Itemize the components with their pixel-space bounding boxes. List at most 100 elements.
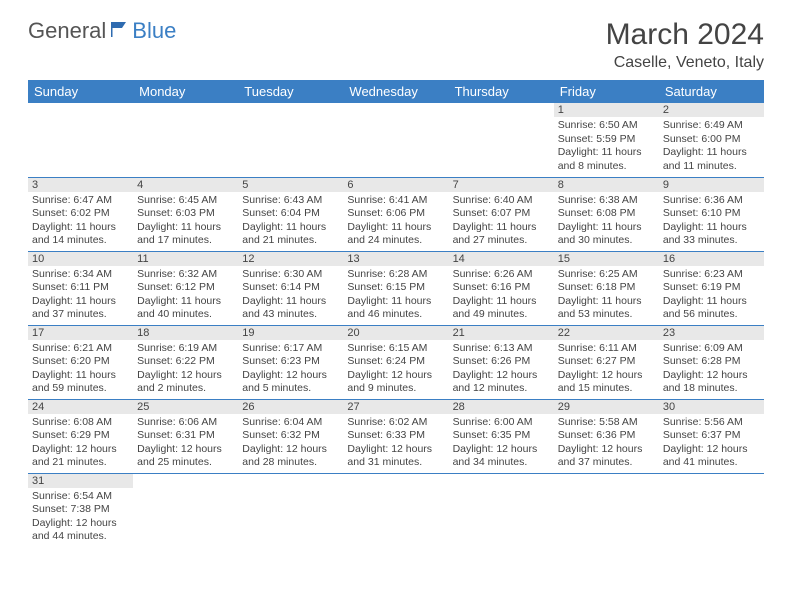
day-line: Sunset: 6:06 PM — [347, 207, 444, 221]
day-line: Sunset: 6:12 PM — [137, 281, 234, 295]
title-block: March 2024 Caselle, Veneto, Italy — [606, 18, 764, 72]
day-number: 31 — [28, 474, 133, 488]
day-line: Sunset: 6:20 PM — [32, 355, 129, 369]
day-content: Sunrise: 6:36 AMSunset: 6:10 PMDaylight:… — [659, 192, 764, 251]
day-line: and 30 minutes. — [558, 234, 655, 248]
day-line: Daylight: 12 hours — [32, 443, 129, 457]
day-number: 30 — [659, 400, 764, 414]
calendar-day-cell: 9Sunrise: 6:36 AMSunset: 6:10 PMDaylight… — [659, 177, 764, 251]
day-line: Daylight: 12 hours — [453, 443, 550, 457]
day-line: Daylight: 11 hours — [453, 221, 550, 235]
day-content: Sunrise: 6:28 AMSunset: 6:15 PMDaylight:… — [343, 266, 448, 325]
day-line: and 40 minutes. — [137, 308, 234, 322]
weekday-header-row: Sunday Monday Tuesday Wednesday Thursday… — [28, 80, 764, 103]
day-content: Sunrise: 6:26 AMSunset: 6:16 PMDaylight:… — [449, 266, 554, 325]
day-line: Sunrise: 6:06 AM — [137, 416, 234, 430]
day-line: Sunrise: 6:21 AM — [32, 342, 129, 356]
flag-icon — [110, 20, 130, 43]
day-line: Daylight: 11 hours — [663, 295, 760, 309]
day-line: and 53 minutes. — [558, 308, 655, 322]
calendar-day-cell: 16Sunrise: 6:23 AMSunset: 6:19 PMDayligh… — [659, 251, 764, 325]
day-content: Sunrise: 5:58 AMSunset: 6:36 PMDaylight:… — [554, 414, 659, 473]
day-content: Sunrise: 6:15 AMSunset: 6:24 PMDaylight:… — [343, 340, 448, 399]
calendar-day-cell: 24Sunrise: 6:08 AMSunset: 6:29 PMDayligh… — [28, 399, 133, 473]
day-line: Sunrise: 6:40 AM — [453, 194, 550, 208]
month-title: March 2024 — [606, 18, 764, 52]
logo-text-blue: Blue — [132, 18, 176, 44]
day-line: and 27 minutes. — [453, 234, 550, 248]
day-line: Daylight: 11 hours — [242, 295, 339, 309]
day-line: and 43 minutes. — [242, 308, 339, 322]
day-line: Sunrise: 6:50 AM — [558, 119, 655, 133]
day-number: 24 — [28, 400, 133, 414]
day-line: Sunrise: 6:36 AM — [663, 194, 760, 208]
day-line: Sunset: 6:28 PM — [663, 355, 760, 369]
day-line: Daylight: 11 hours — [347, 221, 444, 235]
day-line: and 21 minutes. — [242, 234, 339, 248]
weekday-header: Saturday — [659, 80, 764, 103]
day-line: Daylight: 11 hours — [558, 146, 655, 160]
calendar-week-row: 17 Sunrise: 6:21 AMSunset: 6:20 PM Dayligh… — [28, 325, 764, 399]
day-line: Sunrise: 6:17 AM — [242, 342, 339, 356]
day-content: Sunrise: 6:45 AMSunset: 6:03 PMDaylight:… — [133, 192, 238, 251]
weekday-header: Wednesday — [343, 80, 448, 103]
day-content: Sunrise: 6:19 AMSunset: 6:22 PMDaylight:… — [133, 340, 238, 399]
day-number: 17 — [28, 326, 133, 340]
calendar-day-cell — [659, 473, 764, 547]
day-line: Sunset: 6:31 PM — [137, 429, 234, 443]
day-line: Sunrise: 6:26 AM — [453, 268, 550, 282]
day-line: and 17 minutes. — [137, 234, 234, 248]
calendar-table: Sunday Monday Tuesday Wednesday Thursday… — [28, 80, 764, 547]
calendar-day-cell: 17Sunrise: 6:21 AMSunset: 6:20 PMDayligh… — [28, 325, 133, 399]
calendar-day-cell: 10Sunrise: 6:34 AMSunset: 6:11 PMDayligh… — [28, 251, 133, 325]
day-content: Sunrise: 6:54 AMSunset: 7:38 PMDaylight:… — [28, 488, 133, 547]
calendar-day-cell: 14Sunrise: 6:26 AMSunset: 6:16 PMDayligh… — [449, 251, 554, 325]
day-line: and 33 minutes. — [663, 234, 760, 248]
day-content: Sunrise: 5:56 AMSunset: 6:37 PMDaylight:… — [659, 414, 764, 473]
day-number: 29 — [554, 400, 659, 414]
day-line: Sunrise: 6:32 AM — [137, 268, 234, 282]
day-number: 6 — [343, 178, 448, 192]
day-line: and 49 minutes. — [453, 308, 550, 322]
day-line: Daylight: 12 hours — [558, 443, 655, 457]
day-content: Sunrise: 6:30 AMSunset: 6:14 PMDaylight:… — [238, 266, 343, 325]
calendar-day-cell: 25 Sunrise: 6:06 AMSunset: 6:31 PMDayligh… — [133, 399, 238, 473]
calendar-day-cell: 29Sunrise: 5:58 AMSunset: 6:36 PMDayligh… — [554, 399, 659, 473]
day-content: Sunrise: 6:08 AMSunset: 6:29 PMDaylight:… — [28, 414, 133, 473]
calendar-day-cell: 8Sunrise: 6:38 AMSunset: 6:08 PMDaylight… — [554, 177, 659, 251]
day-line: Daylight: 12 hours — [558, 369, 655, 383]
day-line: Sunrise: 6:30 AM — [242, 268, 339, 282]
day-content: Sunrise: 6:41 AMSunset: 6:06 PMDaylight:… — [343, 192, 448, 251]
day-line: Sunset: 6:36 PM — [558, 429, 655, 443]
day-line: Daylight: 12 hours — [137, 443, 234, 457]
day-line: and 15 minutes. — [558, 382, 655, 396]
day-number: 20 — [343, 326, 448, 340]
day-content: Sunrise: 6:32 AMSunset: 6:12 PMDaylight:… — [133, 266, 238, 325]
day-line: and 46 minutes. — [347, 308, 444, 322]
calendar-week-row: 3Sunrise: 6:47 AMSunset: 6:02 PMDaylight… — [28, 177, 764, 251]
day-line: Daylight: 11 hours — [558, 295, 655, 309]
day-line: Sunset: 6:07 PM — [453, 207, 550, 221]
day-line: Sunrise: 6:09 AM — [663, 342, 760, 356]
day-number: 25 — [133, 400, 238, 414]
day-line: Sunset: 6:24 PM — [347, 355, 444, 369]
calendar-day-cell — [238, 103, 343, 177]
day-content: Sunrise: 6:17 AMSunset: 6:23 PMDaylight:… — [238, 340, 343, 399]
day-number: 4 — [133, 178, 238, 192]
day-content: Sunrise: 6:09 AMSunset: 6:28 PMDaylight:… — [659, 340, 764, 399]
calendar-day-cell: 28Sunrise: 6:00 AMSunset: 6:35 PMDayligh… — [449, 399, 554, 473]
day-number: 3 — [28, 178, 133, 192]
day-line: Sunrise: 6:41 AM — [347, 194, 444, 208]
day-number: 9 — [659, 178, 764, 192]
day-line: Sunset: 6:04 PM — [242, 207, 339, 221]
day-number: 5 — [238, 178, 343, 192]
day-line: Sunset: 6:33 PM — [347, 429, 444, 443]
day-number: 28 — [449, 400, 554, 414]
day-line: Daylight: 11 hours — [663, 221, 760, 235]
day-content: Sunrise: 6:00 AMSunset: 6:35 PMDaylight:… — [449, 414, 554, 473]
day-content: Sunrise: 6:38 AMSunset: 6:08 PMDaylight:… — [554, 192, 659, 251]
day-line: and 31 minutes. — [347, 456, 444, 470]
day-line: Daylight: 11 hours — [137, 221, 234, 235]
day-content: Sunrise: 6:43 AMSunset: 6:04 PMDaylight:… — [238, 192, 343, 251]
day-content: Sunrise: 6:23 AMSunset: 6:19 PMDaylight:… — [659, 266, 764, 325]
